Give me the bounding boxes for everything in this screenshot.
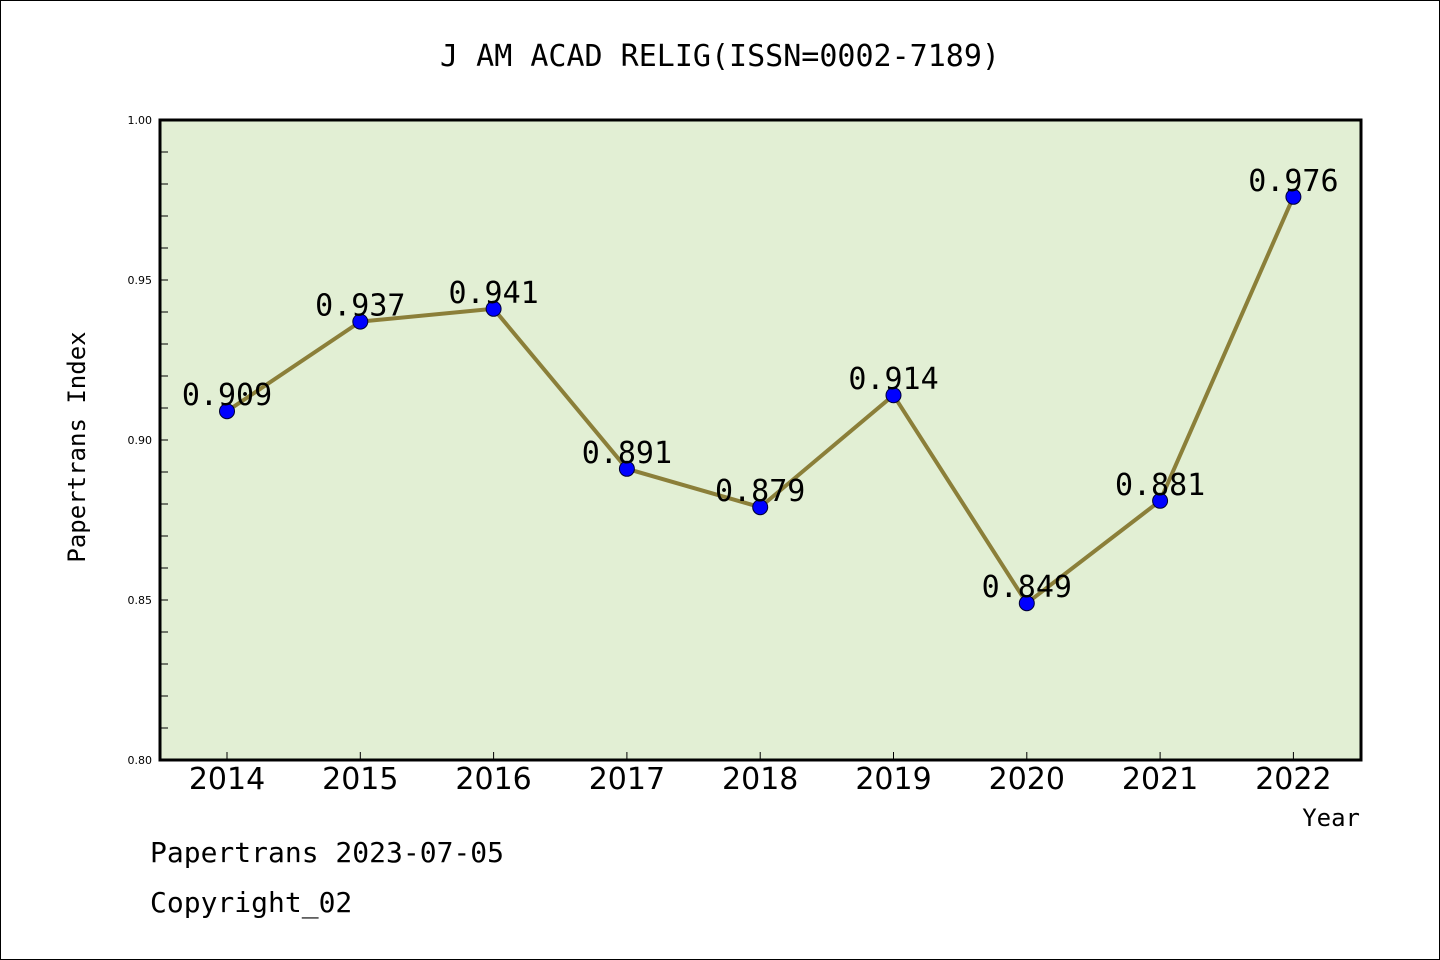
y-tick-label: 0.90	[128, 434, 153, 447]
x-tick-label: 2021	[1122, 762, 1198, 797]
y-axis: 0.80 0.85 0.90 0.95 1.00	[128, 114, 168, 767]
data-point	[752, 499, 769, 516]
x-axis-label: Year	[1302, 804, 1360, 832]
data-label: 0.941	[448, 276, 538, 311]
data-label: 0.891	[582, 436, 672, 471]
data-point	[1152, 492, 1169, 509]
x-tick-label: 2017	[589, 762, 665, 797]
x-tick-label: 2015	[322, 762, 398, 797]
x-tick-label: 2016	[455, 762, 531, 797]
data-label: 0.914	[848, 362, 938, 397]
data-label: 0.849	[982, 570, 1072, 605]
y-tick-label: 0.95	[128, 274, 153, 287]
series-line	[219, 188, 1302, 612]
chart-title: J AM ACAD RELIG(ISSN=0002-7189)	[440, 39, 1000, 74]
data-point	[618, 460, 635, 477]
data-point	[219, 403, 235, 420]
data-point	[352, 313, 369, 330]
plot-area	[158, 118, 1363, 762]
y-tick-label: 1.00	[128, 114, 153, 127]
data-label: 0.937	[315, 289, 405, 324]
x-tick-label: 2020	[989, 762, 1065, 797]
data-label: 0.881	[1115, 468, 1205, 503]
x-tick-label: 2018	[722, 762, 798, 797]
data-point	[1018, 595, 1035, 612]
data-label: 0.879	[715, 474, 805, 509]
data-point	[485, 300, 502, 317]
x-tick-label: 2014	[189, 762, 265, 797]
data-point	[885, 387, 902, 404]
data-point	[1285, 188, 1302, 205]
footer-date-label: Papertrans 2023-07-05	[150, 836, 505, 869]
footer-copyright-label: Copyright_02	[150, 886, 353, 919]
y-tick-label: 0.80	[128, 754, 153, 767]
x-tick-label: 2019	[855, 762, 931, 797]
data-label: 0.909	[182, 378, 272, 413]
y-tick-label: 0.85	[128, 594, 153, 607]
x-tick-label: 2022	[1255, 762, 1331, 797]
data-label: 0.976	[1248, 164, 1338, 199]
x-axis: 2014 2015 2016 2017 2018 2019 2020 2021 2022	[189, 752, 1332, 797]
data-labels: 0.909 0.937 0.941 0.891 0.879 0.914 0.849 0.881…	[182, 164, 1339, 605]
y-axis-label: Papertrans Index	[63, 331, 91, 562]
